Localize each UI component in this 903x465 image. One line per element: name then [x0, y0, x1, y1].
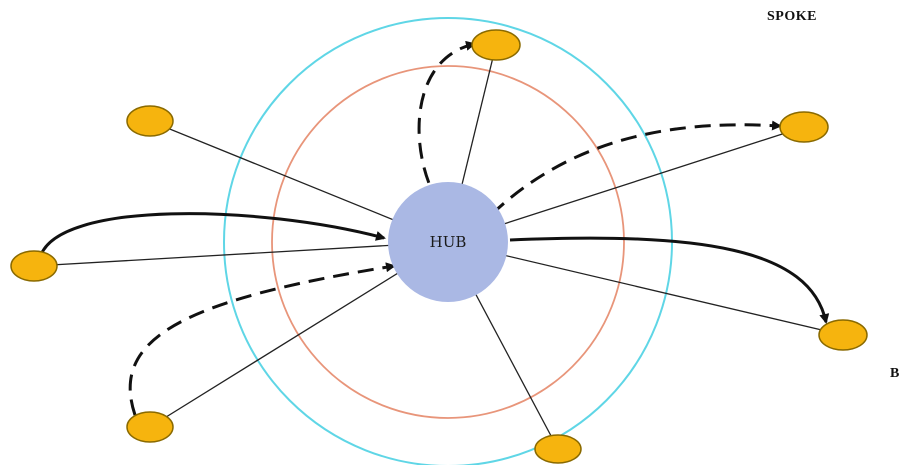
spoke-node-bottom — [534, 434, 582, 464]
spoke-label: SPOKE — [767, 9, 817, 24]
connector-left — [33, 241, 449, 267]
inner-ring — [271, 65, 625, 419]
spoke-node-left — [10, 250, 58, 282]
flow-arrow-hub-to-right — [509, 236, 830, 324]
hub-label: HUB — [430, 233, 467, 251]
flow-arrow-lower-left-to-hub — [128, 262, 396, 416]
edge-text-fragment: B — [890, 366, 900, 381]
spoke-nodes — [10, 29, 868, 464]
spoke-node-upper-right — [779, 111, 829, 143]
spoke-node-right — [818, 319, 868, 351]
hub-circle — [388, 182, 508, 302]
connector-upper-right — [447, 126, 805, 243]
spoke-node-lower-left — [126, 411, 174, 443]
flow-arrow-hub-to-upper-right — [490, 120, 782, 216]
hub-node: HUB — [388, 182, 508, 302]
spoke-node-top — [471, 29, 521, 61]
flow-arrow-hub-to-top — [417, 40, 476, 206]
flow-arrows — [38, 40, 830, 416]
flow-arrow-left-to-hub — [38, 212, 386, 259]
connector-right — [447, 241, 844, 336]
spoke-node-upper-left — [126, 105, 174, 137]
